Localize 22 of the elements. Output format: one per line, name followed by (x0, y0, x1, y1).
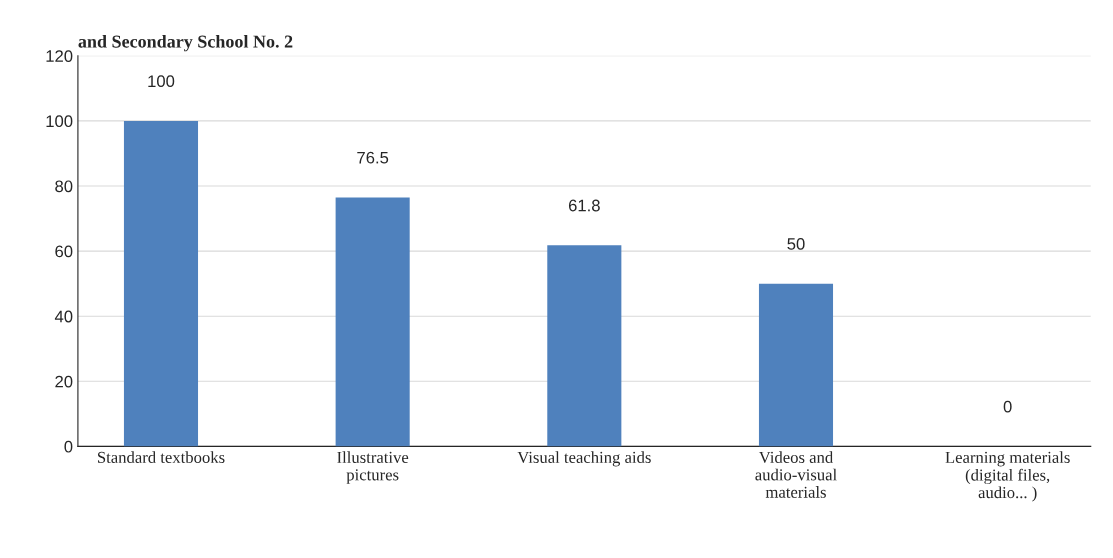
y-tick-label: 0 (64, 440, 73, 453)
data-label: 50 (787, 238, 805, 250)
y-tick-label: 120 (46, 50, 73, 62)
bar (758, 283, 834, 447)
data-label: 0 (1003, 400, 1012, 413)
data-label: 100 (148, 75, 175, 88)
x-tick-label: Visual teaching aids (517, 451, 651, 467)
bar (547, 245, 622, 447)
data-label: 61.8 (568, 199, 600, 212)
y-tick-label: 100 (46, 115, 73, 128)
data-label: 76.5 (357, 151, 389, 164)
bar (123, 120, 199, 447)
y-tick-label: 60 (55, 245, 73, 258)
x-tick-label: Learning materials (digital files, audio... ) (945, 451, 1070, 502)
y-tick-label: 20 (55, 375, 73, 388)
x-tick-label: Illustrative pictures (337, 451, 409, 484)
y-tick-label: 80 (55, 180, 73, 193)
y-tick-label: 40 (54, 310, 73, 323)
chart-title: and Secondary School No. 2 (78, 34, 293, 52)
x-tick-label: Standard textbooks (97, 451, 225, 463)
bar (335, 197, 410, 447)
x-tick-label: Videos and audio-visual materials (755, 451, 837, 498)
